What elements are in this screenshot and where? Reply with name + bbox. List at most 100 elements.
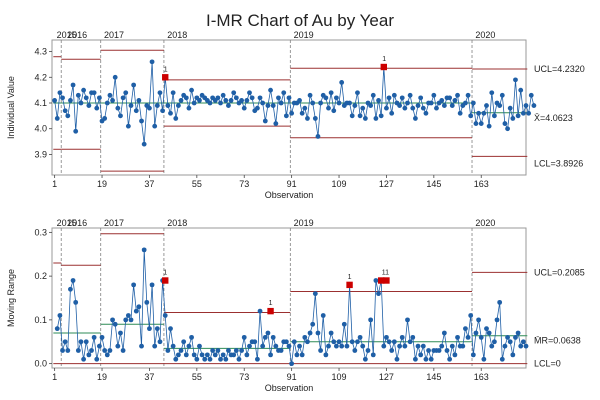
data-point	[226, 348, 231, 353]
data-point	[291, 339, 297, 345]
data-point	[212, 352, 218, 358]
data-point	[278, 100, 284, 106]
data-point	[391, 92, 397, 98]
data-point	[386, 95, 392, 101]
data-point	[499, 356, 505, 362]
chart-title: I-MR Chart of Au by Year	[206, 11, 394, 30]
x-tick-label: 73	[239, 372, 249, 382]
data-point	[173, 116, 179, 121]
data-point	[57, 90, 63, 96]
flag-label: 1	[164, 66, 168, 73]
data-point	[107, 348, 113, 353]
x-axis-title: Observation	[265, 190, 314, 200]
flag-label: 1	[382, 56, 386, 63]
data-point	[299, 352, 305, 358]
data-point	[257, 95, 263, 101]
data-point	[78, 100, 84, 106]
data-point	[423, 110, 429, 116]
stage-label: 2015	[57, 218, 77, 228]
stage-label: 2016	[67, 30, 87, 40]
data-point	[452, 98, 458, 103]
data-point	[468, 313, 474, 318]
data-point	[62, 108, 68, 114]
data-point	[104, 352, 110, 358]
data-point	[152, 123, 158, 129]
data-point	[70, 278, 76, 283]
data-point	[147, 326, 152, 332]
data-point	[307, 330, 313, 336]
data-point	[244, 98, 250, 103]
y-tick-label: 0.1	[34, 315, 47, 325]
data-point	[389, 348, 395, 353]
data-point	[125, 123, 131, 129]
data-point	[455, 92, 460, 98]
data-point	[110, 98, 115, 103]
data-point	[278, 348, 284, 353]
data-point	[65, 113, 71, 119]
data-point	[413, 356, 418, 362]
y-tick-label: 3.9	[34, 149, 47, 159]
data-point	[252, 339, 258, 345]
data-point	[426, 348, 431, 353]
plot-area	[51, 227, 527, 369]
y-tick-label: 0.3	[34, 227, 47, 237]
data-point	[370, 352, 376, 358]
data-point	[73, 299, 79, 305]
data-point	[255, 356, 260, 362]
data-point	[94, 356, 100, 362]
data-point	[91, 334, 97, 340]
x-tick-label: 1	[52, 372, 57, 382]
data-point	[344, 343, 350, 349]
data-point	[183, 352, 189, 358]
data-point	[210, 348, 216, 353]
data-point	[165, 348, 171, 353]
data-point	[273, 343, 279, 349]
stage-label: 2018	[167, 218, 187, 228]
data-point	[197, 343, 202, 349]
data-point	[128, 317, 134, 323]
data-point	[473, 121, 479, 126]
data-point	[441, 330, 447, 336]
data-point	[289, 110, 295, 116]
data-point	[520, 339, 526, 345]
data-point	[197, 98, 202, 103]
data-point	[349, 113, 355, 119]
data-point	[115, 343, 121, 349]
data-point	[384, 334, 389, 340]
data-point	[492, 339, 497, 345]
data-point	[281, 90, 287, 96]
x-tick-label: 91	[287, 179, 297, 189]
data-point	[128, 103, 134, 108]
data-point	[463, 100, 468, 106]
data-point	[176, 103, 181, 108]
data-point	[376, 291, 381, 297]
data-point	[65, 348, 71, 353]
data-point	[223, 356, 229, 362]
data-point	[320, 313, 326, 318]
data-point	[515, 330, 521, 336]
data-point	[484, 103, 489, 108]
data-point	[268, 352, 273, 358]
data-point	[68, 98, 73, 103]
stage-label: 2019	[294, 30, 314, 40]
data-point	[481, 110, 487, 116]
x-tick-label: 145	[426, 179, 441, 189]
data-point	[186, 105, 192, 111]
data-point	[355, 90, 360, 96]
data-point	[81, 87, 86, 93]
data-point	[315, 330, 321, 336]
data-point	[286, 343, 292, 349]
ucl-label: UCL=4.2320	[534, 64, 585, 74]
data-point	[236, 356, 242, 362]
data-point	[410, 105, 416, 111]
data-point	[418, 95, 424, 101]
data-point	[125, 313, 131, 318]
data-point	[86, 352, 92, 358]
data-point	[294, 352, 300, 358]
data-point	[220, 352, 226, 358]
y-axis-title: Moving Range	[6, 269, 16, 327]
data-point	[370, 92, 376, 98]
data-point	[139, 343, 144, 349]
data-point	[168, 326, 173, 332]
